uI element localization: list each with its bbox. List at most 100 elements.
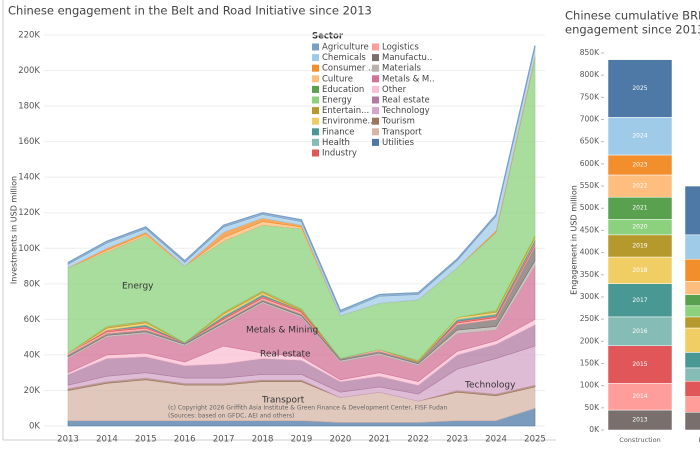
bar-segment	[684, 258, 700, 282]
legend-label: Tourism	[381, 117, 415, 127]
legend-label: Consumer ...	[322, 64, 376, 74]
x-tick-label: 2018	[252, 435, 274, 445]
segment-label: 2016	[632, 328, 647, 335]
y-tick-label: 150K	[580, 358, 600, 367]
legend-swatch	[312, 54, 319, 62]
x-tick-label: 2025	[524, 435, 546, 445]
bar-segment	[684, 380, 700, 397]
x-tick-label: 2023	[446, 435, 468, 445]
segment-label: 2019	[632, 242, 647, 249]
x-tick-label: 2022	[407, 435, 429, 445]
y-tick-label: 450K	[580, 225, 600, 234]
y-tick-label: 0K	[29, 422, 40, 432]
total-outline	[67, 45, 536, 312]
y-tick-label: 300K	[580, 292, 600, 301]
y-tick-label: 800K	[580, 70, 600, 79]
legend-label: Health	[322, 138, 350, 148]
y-tick-label: 650K	[580, 137, 600, 146]
y-tick-label: 700K	[580, 115, 600, 124]
segment-label: 2014	[632, 393, 647, 400]
bar-segment	[684, 396, 700, 413]
y-tick-label: 160K	[18, 137, 40, 147]
segment-label: 2023	[632, 161, 647, 168]
bar-segment	[607, 59, 673, 118]
legend-label: Environme...	[322, 117, 376, 127]
y-tick-label: 200K	[580, 336, 600, 345]
annotation: Technology	[464, 381, 516, 391]
legend-swatch	[312, 85, 319, 93]
legend-swatch	[312, 149, 319, 157]
legend-swatch	[312, 107, 319, 115]
y-tick-label: 850K	[580, 48, 600, 57]
bar-segment	[684, 305, 700, 318]
legend-label: Materials	[382, 64, 422, 74]
legend-label: Energy	[322, 96, 352, 106]
x-tick-label: Construction	[619, 436, 660, 444]
annotation: Transport	[261, 396, 305, 406]
segment-label: 2015	[632, 361, 647, 368]
legend-swatch	[372, 96, 379, 104]
legend-swatch	[372, 75, 379, 83]
bar-segment	[684, 185, 700, 236]
legend-swatch	[312, 96, 319, 104]
y-tick-label: 80K	[24, 279, 41, 289]
y-tick-label: 350K	[580, 270, 600, 279]
y-tick-label: 0K	[589, 425, 600, 434]
legend-swatch	[312, 64, 319, 72]
legend-label: Technology	[381, 106, 430, 116]
y-tick-label: 20K	[24, 386, 41, 396]
legend-swatch	[372, 64, 379, 72]
legend-label: Real estate	[382, 96, 430, 106]
bar-segment	[607, 383, 673, 411]
x-tick-label: 2016	[174, 435, 196, 445]
y-tick-label: 100K	[18, 244, 40, 254]
annotation: Real estate	[260, 350, 311, 360]
segment-label: 2022	[632, 183, 647, 190]
bar-segment	[607, 256, 673, 284]
x-tick-label: 2013	[57, 435, 79, 445]
x-tick-label: 2014	[96, 435, 118, 445]
annotation: Metals & Mining	[246, 326, 318, 336]
annotation: (c) Copyright 2026 Griffith Asia Institu…	[168, 405, 447, 412]
legend-swatch	[372, 107, 379, 115]
legend-label: Manufactu..	[382, 53, 432, 63]
x-tick-label: Investment	[699, 436, 700, 444]
legend-label: Transport	[381, 127, 423, 137]
bar-segment	[607, 316, 673, 346]
y-tick-label: 220K	[18, 31, 40, 41]
x-tick-label: 2015	[135, 435, 157, 445]
legend-label: Chemicals	[322, 53, 366, 63]
bar-segment	[684, 367, 700, 382]
y-tick-label: 40K	[24, 350, 41, 360]
legend-swatch	[372, 85, 379, 93]
legend-swatch	[312, 43, 319, 51]
legend-swatch	[372, 128, 379, 136]
y-tick-label: 750K	[580, 92, 600, 101]
y-tick-label: 500K	[580, 203, 600, 212]
legend-label: Culture	[322, 74, 353, 84]
legend-swatch	[372, 43, 379, 51]
bar-segment	[684, 412, 700, 431]
x-tick-label: 2019	[291, 435, 313, 445]
y-tick-label: 550K	[580, 181, 600, 190]
bar-segment	[607, 117, 673, 156]
legend-swatch	[372, 117, 379, 125]
legend-swatch	[312, 75, 319, 83]
annotation: Energy	[122, 282, 154, 292]
y-tick-label: 50K	[585, 403, 601, 412]
y-tick-label: 100K	[580, 381, 600, 390]
legend-label: Utilities	[382, 138, 415, 148]
segment-label: 2017	[632, 297, 647, 304]
segment-label: 2021	[632, 205, 647, 212]
legend-label: Agriculture	[322, 43, 369, 53]
x-tick-label: 2021	[369, 435, 391, 445]
y-tick-label: 250K	[580, 314, 600, 323]
chart-title: Chinese cumulative BRI	[565, 9, 700, 23]
legend-swatch	[312, 128, 319, 136]
chart-title: engagement since 2013	[565, 23, 700, 37]
annotation: (Sources: based on GFDC, AEI and others)	[168, 413, 294, 420]
legend-swatch	[312, 117, 319, 125]
x-tick-label: 2024	[485, 435, 507, 445]
y-tick-label: 140K	[18, 173, 40, 183]
y-axis-title: Investments in USD million	[10, 176, 19, 284]
